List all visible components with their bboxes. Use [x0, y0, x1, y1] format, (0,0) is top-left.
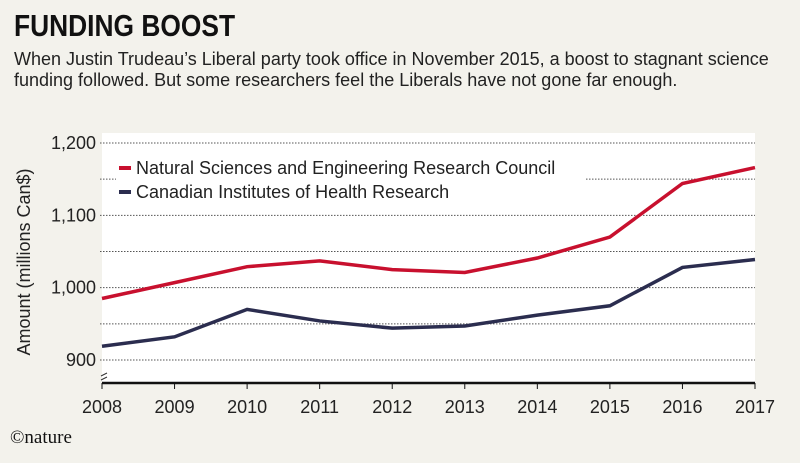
series-line-0 [101, 165, 756, 301]
chart-title: FUNDING BOOST [14, 8, 236, 43]
chart-subtitle: When Justin Trudeau’s Liberal party took… [14, 49, 769, 90]
legend-entry: Natural Sciences and Engineering Researc… [136, 158, 555, 178]
y-axis-label: Amount (millions Can$) [14, 168, 34, 355]
x-tick-label: 2008 [82, 397, 122, 417]
legend-entry: Canadian Institutes of Health Research [136, 182, 449, 202]
y-tick-label: 1,000 [51, 278, 96, 298]
x-tick-label: 2012 [372, 397, 412, 417]
x-tick-label: 2013 [445, 397, 485, 417]
x-tick-label: 2011 [300, 397, 339, 417]
y-tick-label: 1,200 [51, 133, 96, 153]
legend-bg [116, 181, 476, 204]
legend-bg [116, 157, 586, 180]
y-tick-label: 900 [66, 350, 96, 370]
x-tick-label: 2010 [227, 397, 267, 417]
x-tick-label: 2017 [735, 397, 775, 417]
x-tick-label: 2009 [155, 397, 195, 417]
axis-break-icon [100, 372, 108, 381]
y-tick-label: 1,100 [51, 205, 96, 225]
nature-credit: ©nature [10, 427, 72, 448]
series-line-1 [101, 257, 756, 348]
x-tick-label: 2016 [662, 397, 702, 417]
x-tick-label: 2014 [517, 397, 557, 417]
x-tick-label: 2015 [590, 397, 630, 417]
